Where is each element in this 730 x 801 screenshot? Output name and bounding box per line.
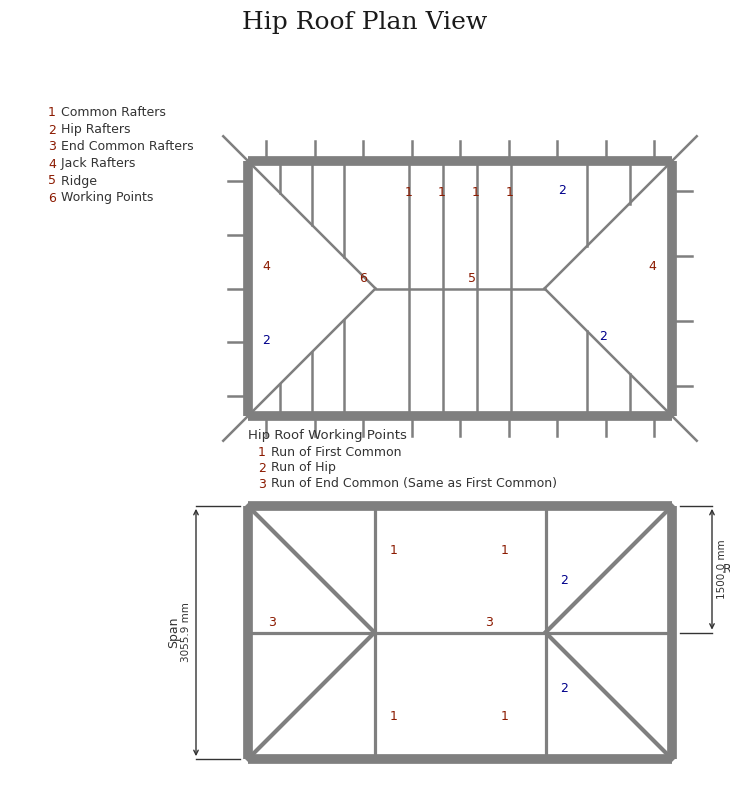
Text: Jack Rafters: Jack Rafters	[57, 158, 135, 171]
Text: 2: 2	[561, 682, 569, 695]
Text: Working Points: Working Points	[57, 191, 153, 204]
Text: 2: 2	[599, 330, 607, 343]
Text: 5: 5	[468, 272, 476, 285]
Text: 1: 1	[390, 545, 397, 557]
Text: 4: 4	[648, 260, 656, 273]
Text: 2: 2	[561, 574, 569, 587]
Text: 1: 1	[390, 710, 397, 723]
Text: 5: 5	[48, 175, 56, 187]
Text: 1: 1	[48, 107, 56, 119]
Text: 1: 1	[472, 187, 480, 199]
Text: Ridge: Ridge	[57, 175, 97, 187]
Text: 2: 2	[262, 334, 270, 347]
Text: 4: 4	[262, 260, 270, 273]
Text: Run of End Common (Same as First Common): Run of End Common (Same as First Common)	[267, 477, 557, 490]
Text: 6: 6	[359, 272, 367, 285]
Text: 4: 4	[48, 158, 56, 171]
Text: 1500.0 mm: 1500.0 mm	[717, 539, 727, 599]
Text: 3: 3	[258, 477, 266, 490]
Text: 3: 3	[485, 616, 493, 629]
Text: Run of First Common: Run of First Common	[267, 445, 402, 458]
Text: Run of Hip: Run of Hip	[267, 461, 336, 474]
Text: 1: 1	[501, 545, 508, 557]
Text: 1: 1	[506, 187, 514, 199]
Text: Common Rafters: Common Rafters	[57, 107, 166, 119]
Text: 3055.9 mm: 3055.9 mm	[181, 602, 191, 662]
Text: Run: Run	[723, 563, 730, 576]
Text: 3: 3	[48, 140, 56, 154]
Text: 6: 6	[48, 191, 56, 204]
Text: Span: Span	[167, 617, 180, 648]
Text: Hip Roof Plan View: Hip Roof Plan View	[242, 11, 488, 34]
Text: 1: 1	[438, 187, 446, 199]
Text: 1: 1	[501, 710, 508, 723]
Text: 2: 2	[258, 461, 266, 474]
Text: Hip Rafters: Hip Rafters	[57, 123, 131, 136]
Text: Hip Roof Working Points: Hip Roof Working Points	[248, 429, 407, 442]
Text: End Common Rafters: End Common Rafters	[57, 140, 193, 154]
Text: 3: 3	[268, 616, 276, 629]
Text: 1: 1	[404, 187, 412, 199]
Text: 1: 1	[258, 445, 266, 458]
Text: 2: 2	[558, 184, 566, 198]
Text: 2: 2	[48, 123, 56, 136]
